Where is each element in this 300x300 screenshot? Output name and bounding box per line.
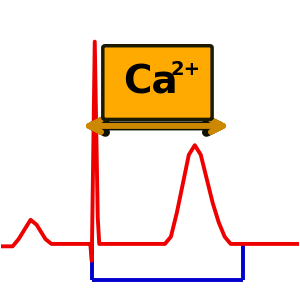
Text: Ca: Ca xyxy=(123,64,177,102)
FancyBboxPatch shape xyxy=(103,46,212,119)
Text: 2+: 2+ xyxy=(171,60,201,79)
